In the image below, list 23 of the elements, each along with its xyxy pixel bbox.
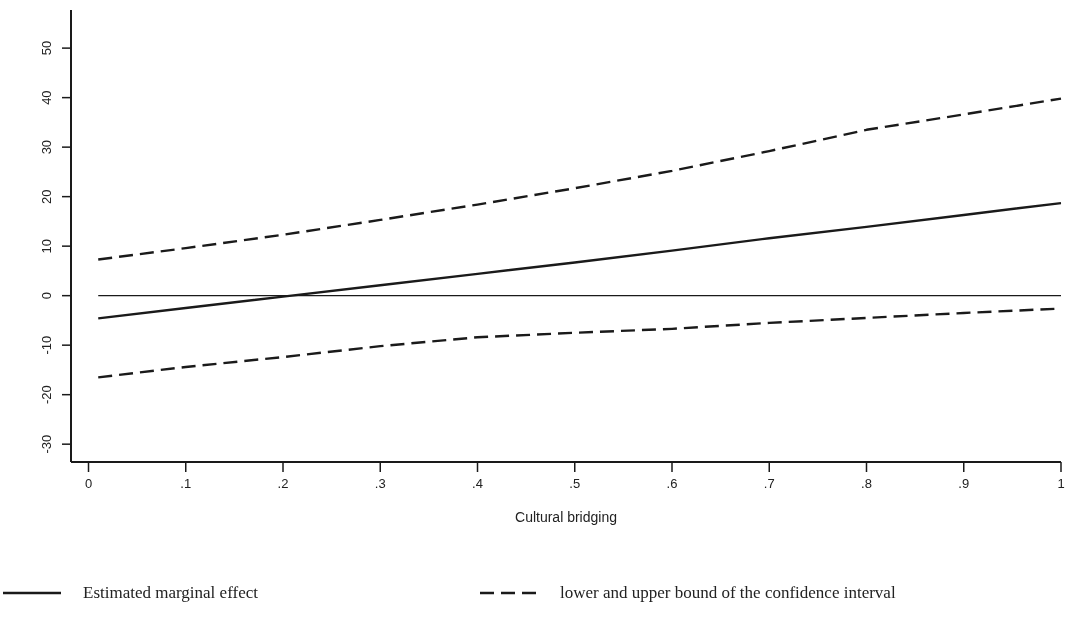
x-tick-label: 0 — [84, 476, 93, 491]
x-tick-label: .8 — [861, 476, 872, 491]
y-tick-label: 40 — [39, 90, 54, 105]
x-tick-label: .3 — [374, 476, 386, 491]
x-tick-label: .6 — [666, 476, 678, 491]
y-tick-label: -10 — [39, 335, 54, 355]
x-tick-label: .9 — [958, 476, 970, 491]
x-tick-label: .2 — [277, 476, 289, 491]
y-tick-label: 10 — [39, 238, 54, 254]
x-tick-label: .4 — [472, 476, 483, 491]
x-tick-label: .5 — [569, 476, 581, 491]
legend-label: lower and upper bound of the confidence interval — [560, 583, 896, 602]
y-tick-label: -20 — [39, 385, 54, 405]
y-tick-label: -30 — [39, 434, 54, 454]
legend-label: Estimated marginal effect — [83, 583, 259, 602]
y-tick-label: 20 — [39, 189, 54, 204]
x-tick-label: .7 — [763, 476, 775, 491]
y-tick-label: 30 — [39, 139, 54, 155]
y-tick-label: 50 — [39, 40, 54, 56]
x-tick-label: 1 — [1057, 476, 1065, 491]
x-axis-title: Cultural bridging — [515, 509, 617, 525]
x-tick-label: .1 — [180, 476, 192, 491]
y-tick-label: 0 — [39, 292, 54, 300]
